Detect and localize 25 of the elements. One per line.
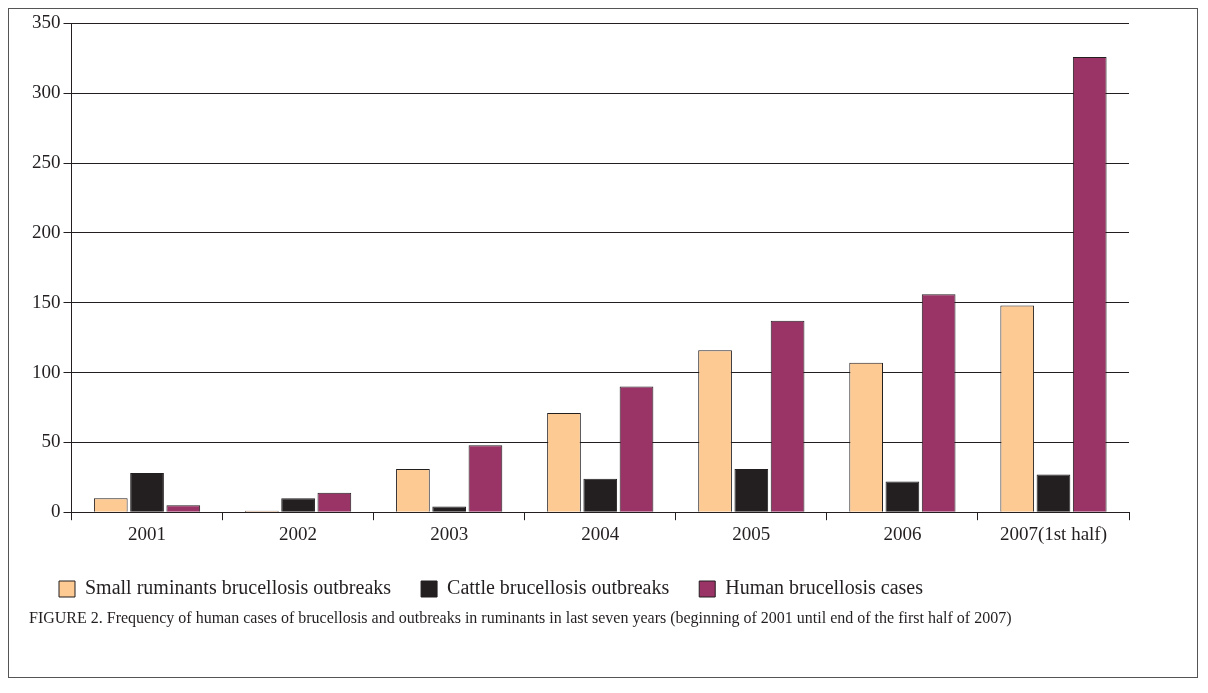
bar [1036, 474, 1071, 512]
x-tick-label: 2007(1st half) [999, 522, 1108, 545]
bar [583, 478, 618, 512]
x-tick-label: 2002 [279, 522, 318, 544]
x-tick-label: 2001 [128, 522, 167, 544]
y-tick-label: 100 [32, 360, 61, 382]
legend-label: Small ruminants brucellosis outbreaks [85, 576, 392, 599]
bar [281, 498, 315, 512]
x-tick-label: 2004 [581, 522, 620, 544]
y-tick-label: 200 [32, 220, 61, 242]
y-tick-label: 150 [32, 290, 61, 312]
y-tick-label: 350 [32, 11, 61, 33]
legend-label: Human brucellosis cases [725, 576, 924, 599]
caption: FIGURE 2. Frequency of human cases of brucellosis and outbreaks in ruminants in last seven years (beginning of 2001 until end of the first half of 2007) [29, 609, 1013, 627]
y-tick-label: 300 [32, 81, 61, 103]
bar [734, 468, 769, 512]
y-tick-label: 0 [51, 500, 61, 522]
bar [885, 481, 920, 512]
bar [130, 473, 164, 512]
legend-label: Cattle brucellosis outbreaks [447, 576, 670, 599]
x-tick-label: 2003 [430, 522, 469, 544]
x-tick-label: 2006 [883, 522, 922, 544]
x-tick-label: 2005 [732, 522, 771, 544]
y-tick-label: 250 [32, 151, 61, 173]
y-tick-label: 50 [41, 430, 61, 452]
